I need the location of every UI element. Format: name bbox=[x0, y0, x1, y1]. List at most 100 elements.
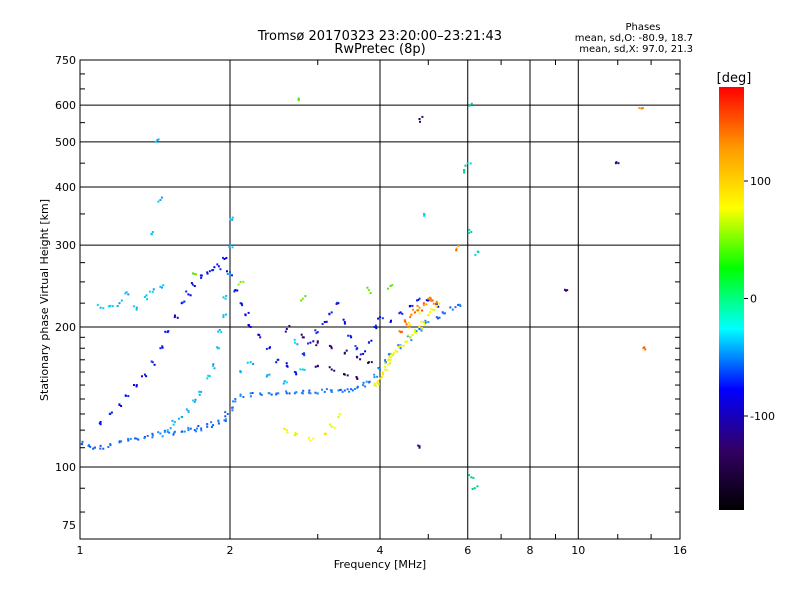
echo-point bbox=[178, 417, 180, 420]
echo-point bbox=[267, 392, 270, 395]
echo-point bbox=[350, 388, 353, 391]
echo-point bbox=[135, 437, 138, 440]
echo-point bbox=[196, 427, 198, 430]
echo-point bbox=[167, 330, 170, 333]
echo-point bbox=[191, 283, 194, 286]
echo-point bbox=[436, 317, 439, 320]
echo-point bbox=[146, 298, 148, 301]
echo-point bbox=[643, 346, 646, 349]
echo-point bbox=[640, 107, 643, 110]
echo-point bbox=[424, 319, 427, 322]
echo-point bbox=[275, 361, 278, 364]
echo-point bbox=[390, 356, 393, 359]
echo-point bbox=[407, 321, 410, 324]
echo-point bbox=[301, 368, 304, 371]
echo-point bbox=[259, 336, 262, 339]
echo-point bbox=[330, 425, 333, 428]
echo-point bbox=[433, 308, 436, 311]
echo-point bbox=[132, 305, 135, 308]
echo-point bbox=[133, 384, 135, 386]
echo-point bbox=[314, 329, 317, 332]
echo-point bbox=[108, 412, 111, 415]
echo-point bbox=[412, 308, 414, 311]
echo-point bbox=[217, 422, 220, 425]
echo-point bbox=[222, 256, 224, 259]
echo-point bbox=[315, 344, 318, 347]
echo-point bbox=[210, 421, 213, 424]
echo-point bbox=[127, 395, 130, 398]
echo-point bbox=[206, 271, 209, 274]
echo-point bbox=[399, 311, 402, 314]
echo-point bbox=[225, 313, 227, 316]
echo-point bbox=[200, 390, 203, 393]
echo-point bbox=[294, 391, 297, 394]
echo-point bbox=[222, 314, 225, 317]
echo-point bbox=[307, 342, 309, 345]
echo-point bbox=[468, 474, 470, 477]
echo-point bbox=[234, 289, 237, 292]
echo-point bbox=[309, 392, 312, 395]
echo-point bbox=[374, 324, 377, 327]
echo-point bbox=[421, 115, 424, 118]
echo-point bbox=[303, 368, 306, 371]
echo-point bbox=[118, 403, 121, 406]
echo-point bbox=[163, 429, 166, 432]
echo-point bbox=[399, 347, 402, 350]
echo-point bbox=[183, 300, 186, 303]
echo-point bbox=[173, 431, 176, 434]
colorbar-tick-label: 100 bbox=[750, 175, 771, 188]
echo-point bbox=[143, 373, 146, 376]
echo-point bbox=[421, 309, 424, 312]
echo-point bbox=[124, 394, 127, 397]
x-tick-label: 10 bbox=[571, 544, 585, 557]
echo-point bbox=[398, 312, 401, 315]
echo-point bbox=[337, 302, 340, 305]
echo-point bbox=[323, 390, 326, 393]
echo-point bbox=[356, 377, 359, 380]
echo-point bbox=[343, 352, 346, 355]
x-tick-label: 1 bbox=[77, 544, 84, 557]
echo-point bbox=[285, 362, 288, 365]
echo-point bbox=[135, 308, 138, 311]
y-tick-label: 750 bbox=[55, 54, 76, 67]
echo-point bbox=[451, 308, 454, 311]
echo-point bbox=[468, 104, 471, 107]
echo-point bbox=[234, 400, 237, 403]
echo-point bbox=[193, 400, 196, 403]
echo-point bbox=[420, 329, 423, 332]
echo-point bbox=[120, 405, 123, 407]
echo-point bbox=[362, 381, 365, 384]
echo-point bbox=[157, 138, 160, 141]
echo-point bbox=[388, 356, 391, 359]
echo-point bbox=[391, 284, 394, 287]
echo-point bbox=[410, 339, 413, 342]
echo-point bbox=[300, 333, 303, 336]
echo-point bbox=[330, 390, 333, 393]
echo-point bbox=[286, 431, 289, 434]
echo-point bbox=[384, 365, 387, 368]
echo-point bbox=[423, 214, 426, 217]
echo-point bbox=[151, 231, 154, 233]
echo-point bbox=[223, 258, 226, 260]
echo-point bbox=[129, 437, 132, 440]
echo-point bbox=[565, 289, 567, 292]
echo-point bbox=[301, 352, 304, 355]
x-tick-label: 4 bbox=[377, 544, 384, 557]
echo-point bbox=[120, 299, 123, 302]
echo-point bbox=[244, 313, 247, 316]
echo-point bbox=[120, 440, 123, 443]
echo-point bbox=[316, 340, 319, 343]
echo-point bbox=[231, 218, 234, 221]
echo-point bbox=[187, 426, 190, 429]
echo-point bbox=[470, 231, 473, 233]
echo-point bbox=[316, 341, 319, 344]
echo-point bbox=[339, 389, 342, 391]
echo-point bbox=[343, 389, 346, 392]
echo-point bbox=[302, 336, 305, 339]
echo-point bbox=[223, 419, 226, 422]
echo-point bbox=[143, 296, 146, 298]
echo-point bbox=[377, 317, 380, 320]
echo-point bbox=[286, 365, 289, 368]
echo-point bbox=[213, 266, 216, 269]
